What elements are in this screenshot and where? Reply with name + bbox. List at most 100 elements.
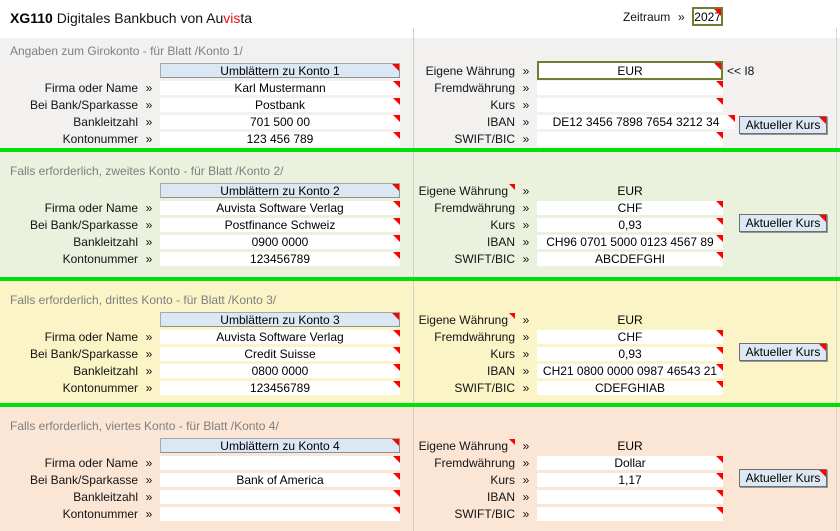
iban-field[interactable]: CH21 0800 0000 0987 46543 21 — [537, 363, 723, 378]
iban-field[interactable] — [537, 489, 723, 504]
iban-field[interactable]: CH96 0701 5000 0123 4567 89 — [537, 234, 723, 249]
swift-field[interactable] — [537, 506, 723, 521]
umblaettern-konto-3-button[interactable]: Umblättern zu Konto 3 — [160, 312, 400, 327]
fremdwaehrung-field[interactable]: CHF — [537, 200, 723, 215]
comment-indicator-icon — [714, 9, 721, 16]
fremdwaehrung-label: Fremdwährung — [434, 80, 515, 95]
chevron-icon: » — [522, 455, 530, 470]
comment-indicator-icon — [393, 472, 400, 480]
kurs-label: Kurs — [490, 97, 515, 112]
firma-field[interactable]: Auvista Software Verlag — [160, 329, 400, 344]
comment-indicator-icon — [509, 438, 515, 445]
comment-indicator-icon — [716, 97, 723, 105]
fremdwaehrung-label: Fremdwährung — [434, 455, 515, 470]
comment-indicator-icon — [716, 363, 723, 371]
blz-field[interactable]: 0800 0000 — [160, 363, 400, 378]
blz-field[interactable]: 701 500 00 — [160, 114, 400, 129]
comment-indicator-icon — [716, 200, 723, 208]
eigene-waehrung-field[interactable]: EUR — [537, 61, 723, 80]
comment-indicator-icon — [716, 234, 723, 242]
firma-field[interactable] — [160, 455, 400, 470]
chevron-icon: » — [145, 217, 153, 232]
comment-indicator-icon — [716, 80, 723, 88]
bank-field[interactable]: Postbank — [160, 97, 400, 112]
bank-field[interactable]: Bank of America — [160, 472, 400, 487]
chevron-icon: » — [522, 329, 530, 344]
umblaettern-konto-2-button[interactable]: Umblättern zu Konto 2 — [160, 183, 400, 198]
app-title: XG110 Digitales Bankbuch von Auvista — [10, 10, 252, 26]
chevron-icon: » — [145, 131, 153, 146]
blz-field[interactable] — [160, 489, 400, 504]
comment-indicator-icon — [392, 64, 399, 71]
comment-indicator-icon — [716, 489, 723, 497]
iban-label: IBAN — [486, 363, 515, 378]
swift-field[interactable]: CDEFGHIAB — [537, 380, 723, 395]
section-separator — [0, 403, 840, 407]
comment-indicator-icon — [716, 455, 723, 463]
fremdwaehrung-field[interactable]: CHF — [537, 329, 723, 344]
chevron-icon: » — [522, 438, 530, 453]
umblaettern-konto-4-button[interactable]: Umblättern zu Konto 4 — [160, 438, 400, 453]
swift-label: SWIFT/BIC — [454, 251, 515, 266]
blz-label: Bankleitzahl — [73, 363, 138, 378]
section-konto-4: Falls erforderlich, viertes Konto - für … — [0, 407, 840, 531]
fremdwaehrung-field[interactable]: Dollar — [537, 455, 723, 470]
bank-label: Bei Bank/Sparkasse — [29, 472, 138, 487]
kurs-label: Kurs — [490, 346, 515, 361]
chevron-icon: » — [522, 234, 530, 249]
aktueller-kurs-button[interactable]: Aktueller Kurs — [739, 214, 827, 232]
chevron-icon: » — [145, 114, 153, 129]
kurs-field[interactable]: 1,17 — [537, 472, 723, 487]
comment-indicator-icon — [393, 380, 400, 388]
chevron-icon: » — [522, 380, 530, 395]
bank-field[interactable]: Postfinance Schweiz — [160, 217, 400, 232]
chevron-icon: » — [145, 200, 153, 215]
app-title-accent: vis — [223, 10, 241, 26]
comment-indicator-icon — [819, 117, 826, 124]
chevron-icon: » — [522, 312, 530, 327]
firma-field[interactable]: Auvista Software Verlag — [160, 200, 400, 215]
kurs-label: Kurs — [490, 217, 515, 232]
kurs-field[interactable]: 0,93 — [537, 217, 723, 232]
bank-field[interactable]: Credit Suisse — [160, 346, 400, 361]
iban-field[interactable]: DE12 3456 7898 7654 3212 34 — [537, 114, 735, 129]
firma-field[interactable]: Karl Mustermann — [160, 80, 400, 95]
fremdwaehrung-label: Fremdwährung — [434, 200, 515, 215]
bank-label: Bei Bank/Sparkasse — [29, 97, 138, 112]
aktueller-kurs-button[interactable]: Aktueller Kurs — [739, 343, 827, 361]
umblaettern-konto-1-button[interactable]: Umblättern zu Konto 1 — [160, 63, 400, 78]
header-bar: XG110 Digitales Bankbuch von Auvista Zei… — [0, 0, 840, 38]
chevron-icon: » — [145, 97, 153, 112]
comment-indicator-icon — [819, 470, 826, 477]
section-konto-1: Angaben zum Girokonto - für Blatt /Konto… — [0, 38, 840, 148]
swift-field[interactable]: ABCDEFGHI — [537, 251, 723, 266]
kontonummer-field[interactable] — [160, 506, 400, 521]
comment-indicator-icon — [393, 80, 400, 88]
comment-indicator-icon — [509, 183, 515, 190]
comment-indicator-icon — [716, 472, 723, 480]
chevron-icon: » — [522, 363, 530, 378]
chevron-icon: » — [522, 63, 530, 78]
comment-indicator-icon — [716, 380, 723, 388]
aktueller-kurs-button[interactable]: Aktueller Kurs — [739, 116, 827, 134]
comment-indicator-icon — [393, 114, 400, 122]
chevron-icon: » — [522, 489, 530, 504]
zeitraum-input[interactable]: 2027 — [692, 7, 723, 26]
aktueller-kurs-button[interactable]: Aktueller Kurs — [739, 469, 827, 487]
kontonummer-field[interactable]: 123 456 789 — [160, 131, 400, 146]
kontonummer-field[interactable]: 123456789 — [160, 380, 400, 395]
kontonummer-field[interactable]: 123456789 — [160, 251, 400, 266]
fremdwaehrung-field[interactable] — [537, 80, 723, 95]
comment-indicator-icon — [393, 455, 400, 463]
chevron-icon: » — [522, 472, 530, 487]
swift-field[interactable] — [537, 131, 723, 146]
comment-indicator-icon — [716, 131, 723, 139]
eigene-waehrung-value: EUR — [617, 438, 643, 453]
comment-indicator-icon — [393, 363, 400, 371]
chevron-icon: » — [522, 217, 530, 232]
blz-field[interactable]: 0900 0000 — [160, 234, 400, 249]
kurs-field[interactable]: 0,93 — [537, 346, 723, 361]
comment-indicator-icon — [393, 97, 400, 105]
kurs-field[interactable] — [537, 97, 723, 112]
